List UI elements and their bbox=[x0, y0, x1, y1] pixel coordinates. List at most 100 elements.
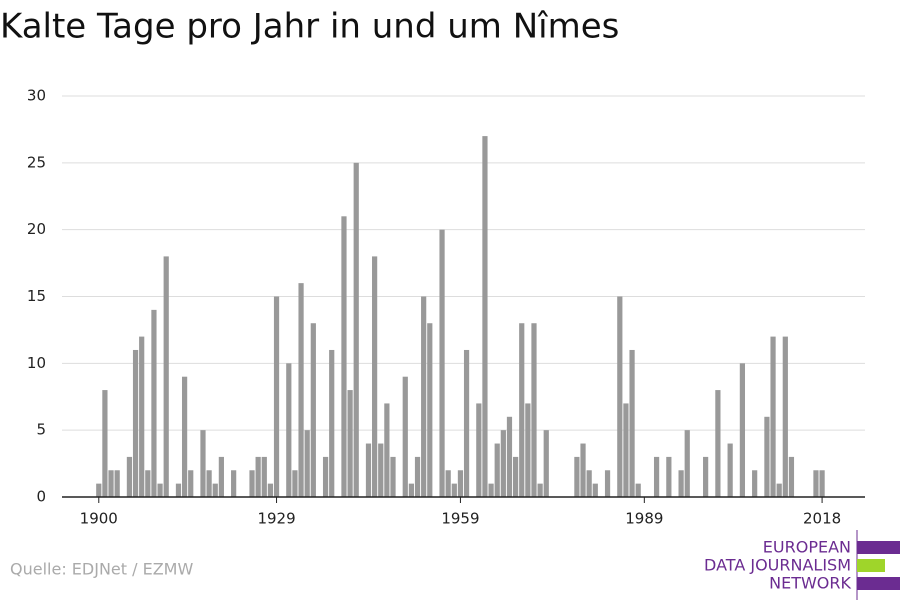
bar bbox=[414, 456, 421, 497]
bar bbox=[200, 430, 206, 497]
bar bbox=[402, 376, 408, 497]
bar bbox=[255, 456, 261, 497]
bar bbox=[145, 470, 151, 497]
bar bbox=[482, 136, 488, 497]
logo-bar bbox=[857, 559, 885, 572]
bar bbox=[666, 456, 672, 497]
logo: EUROPEAN DATA JOURNALISM NETWORK bbox=[704, 530, 900, 600]
y-tick-label: 25 bbox=[27, 153, 46, 171]
chart-title: Kalte Tage pro Jahr in und um Nîmes bbox=[0, 7, 619, 47]
logo-text: EUROPEAN bbox=[763, 538, 851, 557]
bar bbox=[310, 323, 316, 497]
bar bbox=[304, 430, 310, 497]
bar bbox=[788, 456, 795, 497]
bar bbox=[353, 162, 359, 498]
bar bbox=[488, 483, 494, 497]
bar bbox=[347, 390, 353, 497]
bar bbox=[764, 416, 770, 497]
bar bbox=[586, 470, 592, 497]
bar bbox=[604, 470, 611, 497]
bar bbox=[378, 443, 384, 497]
bar bbox=[770, 336, 776, 497]
bar bbox=[126, 456, 133, 497]
x-tick-label: 1929 bbox=[257, 510, 295, 528]
bar bbox=[298, 283, 304, 497]
bar bbox=[819, 470, 825, 497]
bar bbox=[249, 470, 255, 497]
bar bbox=[157, 483, 163, 497]
bar bbox=[543, 430, 549, 497]
bar bbox=[500, 430, 506, 497]
bar bbox=[457, 470, 464, 497]
bar bbox=[96, 483, 102, 497]
bar bbox=[329, 349, 335, 497]
bar bbox=[580, 443, 586, 497]
bar bbox=[782, 336, 788, 497]
y-tick-label: 10 bbox=[27, 354, 46, 372]
y-tick-label: 30 bbox=[27, 87, 46, 105]
x-tick-label: 1959 bbox=[441, 510, 479, 528]
bar bbox=[525, 403, 531, 497]
bar bbox=[629, 349, 635, 497]
logo-bar bbox=[857, 541, 900, 554]
bar bbox=[421, 296, 427, 497]
bar bbox=[273, 296, 280, 497]
bar bbox=[739, 363, 746, 497]
bar bbox=[231, 470, 237, 497]
logo-text: NETWORK bbox=[769, 574, 851, 593]
bar bbox=[151, 309, 157, 497]
bar bbox=[218, 456, 224, 497]
x-tick-label: 1900 bbox=[80, 510, 118, 528]
bar bbox=[365, 443, 372, 497]
bar bbox=[292, 470, 298, 497]
bar bbox=[261, 456, 267, 497]
x-tick-label: 2018 bbox=[803, 510, 841, 528]
bar bbox=[592, 483, 598, 497]
y-tick-label: 5 bbox=[36, 421, 46, 439]
bar bbox=[322, 456, 329, 497]
bar bbox=[188, 470, 194, 497]
bar bbox=[623, 403, 629, 497]
logo-text: DATA JOURNALISM bbox=[704, 556, 851, 575]
bar bbox=[372, 256, 378, 497]
bar bbox=[463, 349, 470, 497]
x-tick-label: 1989 bbox=[625, 510, 663, 528]
bar bbox=[635, 483, 641, 497]
bar bbox=[108, 470, 114, 497]
bar bbox=[439, 229, 445, 497]
bar bbox=[267, 483, 274, 497]
bar bbox=[678, 470, 684, 497]
bar bbox=[476, 403, 482, 497]
bar bbox=[181, 376, 188, 497]
bar bbox=[531, 323, 537, 497]
bar bbox=[451, 483, 457, 497]
bar bbox=[445, 470, 451, 497]
bar bbox=[102, 390, 108, 497]
bar bbox=[341, 216, 347, 498]
bar bbox=[574, 456, 580, 497]
bar bbox=[537, 483, 543, 497]
bar bbox=[132, 349, 139, 497]
logo-bar bbox=[857, 577, 900, 590]
bar bbox=[715, 390, 721, 497]
bar bbox=[384, 403, 390, 497]
bar bbox=[617, 296, 623, 497]
bar bbox=[175, 483, 182, 497]
bar bbox=[286, 363, 292, 497]
bar bbox=[506, 416, 513, 497]
y-tick-label: 0 bbox=[36, 488, 46, 506]
bar bbox=[114, 470, 120, 497]
bar bbox=[139, 336, 145, 497]
bar bbox=[703, 456, 709, 497]
bar bbox=[752, 470, 758, 497]
bar bbox=[163, 256, 169, 497]
bar bbox=[390, 456, 396, 497]
bar bbox=[519, 323, 525, 497]
source: Quelle: EDJNet / EZMW bbox=[10, 560, 193, 579]
bar bbox=[206, 470, 212, 497]
bar bbox=[813, 470, 819, 497]
bar bbox=[408, 483, 415, 497]
bar bbox=[776, 483, 782, 497]
bar bbox=[684, 430, 690, 497]
